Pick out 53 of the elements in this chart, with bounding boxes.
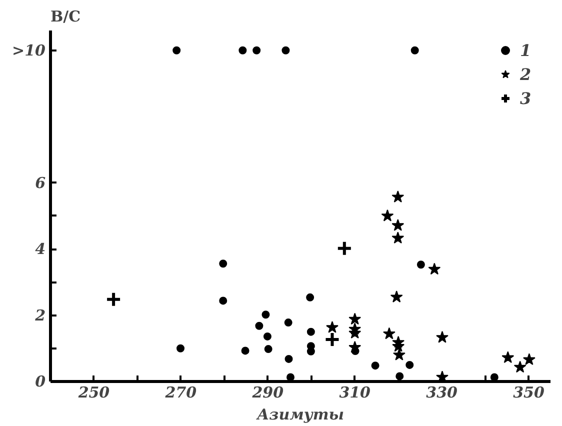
point (219, 296, 228, 305)
point (252, 46, 261, 54)
y-tick-label: 6 (35, 174, 46, 192)
y-tick-label: 2 (34, 306, 46, 324)
point (390, 290, 403, 302)
point (348, 312, 362, 325)
point (522, 353, 536, 365)
x-tick-label: 330 (426, 384, 458, 402)
y-tick-label: 0 (35, 372, 46, 390)
point (392, 190, 404, 202)
point (336, 240, 352, 256)
legend-label: 2 (520, 64, 532, 84)
point (392, 348, 406, 360)
y-tick-label: >10 (12, 41, 46, 60)
point (382, 327, 396, 340)
point (371, 362, 380, 370)
point (176, 344, 184, 352)
legend-label: 1 (520, 40, 532, 60)
point (324, 331, 340, 348)
point (284, 318, 292, 327)
y-tick-label: 4 (35, 240, 46, 258)
point (406, 360, 414, 369)
x-tick-label: 310 (339, 384, 372, 402)
point (392, 232, 404, 244)
point (282, 46, 290, 54)
x-axis-title: Азимуты (256, 406, 344, 424)
point (106, 291, 122, 308)
point (219, 260, 228, 268)
point (326, 321, 338, 333)
point (416, 260, 425, 269)
x-tick-label: 290 (251, 384, 284, 402)
point (392, 219, 404, 231)
point (428, 262, 441, 275)
x-tick-label: 350 (513, 384, 545, 402)
point (514, 360, 526, 373)
point (284, 354, 293, 363)
point (264, 345, 272, 354)
x-tick-label: 250 (77, 384, 110, 402)
point (262, 310, 270, 319)
x-tick-label: 270 (164, 384, 198, 402)
point (241, 346, 250, 355)
point (410, 46, 419, 54)
point (238, 46, 247, 54)
point (172, 46, 181, 54)
point (502, 351, 514, 364)
point (306, 293, 314, 302)
point (381, 209, 394, 222)
point (306, 328, 315, 336)
y-axis-title: B/C (50, 8, 81, 26)
point (255, 322, 264, 330)
point (436, 330, 448, 343)
point (263, 332, 272, 340)
legend-label: 3 (520, 88, 532, 108)
